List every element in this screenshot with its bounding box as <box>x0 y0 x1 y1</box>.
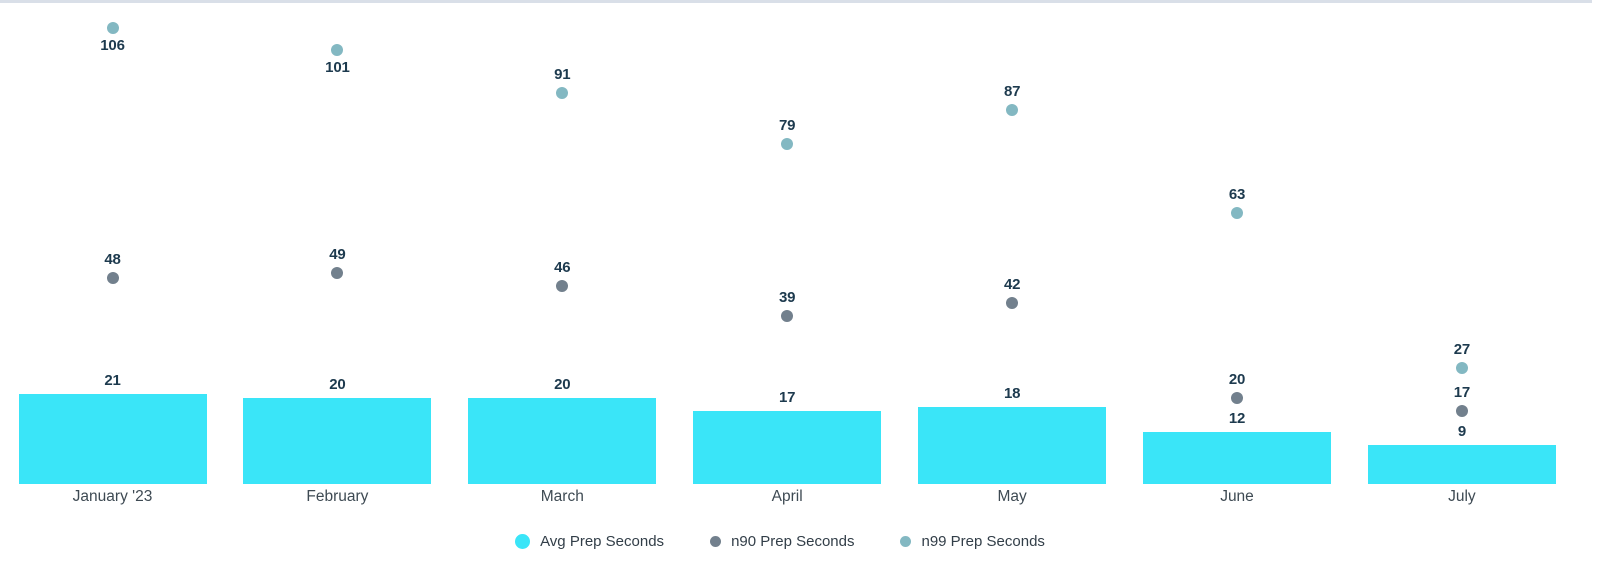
legend-label: n90 Prep Seconds <box>731 533 855 550</box>
bar-avg-prep-seconds[interactable] <box>693 410 882 484</box>
bar-value-label: 21 <box>104 371 121 389</box>
dot-n90-prep-seconds[interactable] <box>331 267 344 280</box>
dot-n99-prep-seconds[interactable] <box>556 86 569 99</box>
x-axis-label: January '23 <box>72 488 153 505</box>
bar-avg-prep-seconds[interactable] <box>1367 445 1556 484</box>
dot-n99-prep-seconds[interactable] <box>331 43 344 56</box>
bar-avg-prep-seconds[interactable] <box>918 406 1107 484</box>
legend-label: Avg Prep Seconds <box>540 533 665 550</box>
point-value-label: 91 <box>554 65 571 83</box>
dot-n99-prep-seconds[interactable] <box>1231 207 1243 220</box>
dot-n90-prep-seconds[interactable] <box>781 310 794 323</box>
dot-n90-prep-seconds[interactable] <box>106 271 119 284</box>
chart-legend: Avg Prep Seconds n90 Prep Seconds n99 Prep… <box>0 533 1560 550</box>
dot-n90-prep-seconds[interactable] <box>1231 392 1243 404</box>
legend-item-n99-prep-seconds[interactable]: n99 Prep Seconds <box>900 533 1045 550</box>
point-value-label: 106 <box>100 37 125 55</box>
x-axis-label: April <box>771 488 803 505</box>
bar-value-label: 9 <box>1457 423 1466 441</box>
x-axis-label: February <box>306 488 369 505</box>
legend-item-n90-prep-seconds[interactable]: n90 Prep Seconds <box>710 533 854 550</box>
x-axis-label: July <box>1448 488 1476 505</box>
dot-n99-prep-seconds[interactable] <box>1455 361 1468 374</box>
bar-value-label: 17 <box>779 388 796 406</box>
point-value-label: 101 <box>325 58 350 76</box>
x-axis-label: June <box>1220 488 1254 505</box>
legend-swatch-icon <box>900 536 912 547</box>
point-value-label: 87 <box>1003 82 1021 100</box>
bar-value-label: 18 <box>1003 384 1021 402</box>
dot-n90-prep-seconds[interactable] <box>1455 404 1468 417</box>
point-value-label: 39 <box>779 289 796 307</box>
legend-swatch-icon <box>710 536 722 547</box>
bar-avg-prep-seconds[interactable] <box>243 398 432 484</box>
legend-item-avg-prep-seconds[interactable]: Avg Prep Seconds <box>515 533 664 550</box>
x-axis-label: May <box>997 488 1027 505</box>
point-value-label: 27 <box>1453 340 1471 358</box>
x-axis-line <box>0 0 1592 3</box>
legend-label: n99 Prep Seconds <box>921 533 1045 550</box>
point-value-label: 79 <box>779 117 796 135</box>
dot-n90-prep-seconds[interactable] <box>556 280 569 293</box>
point-value-label: 46 <box>554 259 571 277</box>
bar-value-label: 20 <box>329 376 346 393</box>
bar-avg-prep-seconds[interactable] <box>18 393 207 484</box>
point-value-label: 63 <box>1228 186 1246 204</box>
dot-n99-prep-seconds[interactable] <box>781 138 794 151</box>
dot-n90-prep-seconds[interactable] <box>1006 297 1019 310</box>
bar-avg-prep-seconds[interactable] <box>1143 432 1331 484</box>
legend-swatch-icon <box>515 534 531 549</box>
bar-avg-prep-seconds[interactable] <box>468 398 657 484</box>
point-value-label: 17 <box>1453 383 1471 401</box>
bar-value-label: 20 <box>554 376 571 393</box>
point-value-label: 42 <box>1003 276 1021 294</box>
bar-value-label: 12 <box>1228 410 1246 428</box>
dot-n99-prep-seconds[interactable] <box>106 22 119 35</box>
point-value-label: 20 <box>1228 371 1246 388</box>
point-value-label: 49 <box>329 246 346 264</box>
point-value-label: 48 <box>104 250 121 268</box>
dot-n99-prep-seconds[interactable] <box>1006 103 1019 116</box>
x-axis-label: March <box>540 488 584 505</box>
